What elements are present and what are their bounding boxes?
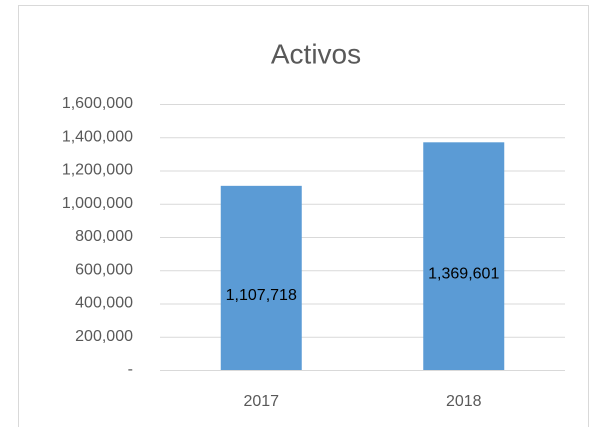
y-tick-label: 1,000,000 (62, 195, 133, 212)
bar (423, 142, 505, 370)
y-tick-label: 1,400,000 (62, 128, 133, 145)
chart-title: Activos (271, 38, 361, 69)
y-tick-label: - (128, 361, 133, 378)
y-tick-label: 200,000 (75, 328, 133, 345)
data-label: 1,369,601 (428, 265, 499, 282)
y-tick-label: 1,600,000 (62, 95, 133, 112)
y-tick-label: 600,000 (75, 261, 133, 278)
y-tick-label: 800,000 (75, 228, 133, 245)
data-label: 1,107,718 (226, 287, 297, 304)
x-tick-label: 2018 (446, 393, 482, 410)
y-tick-label: 1,200,000 (62, 162, 133, 179)
y-tick-label: 400,000 (75, 295, 133, 312)
x-tick-label: 2017 (243, 393, 279, 410)
bar (220, 185, 302, 370)
